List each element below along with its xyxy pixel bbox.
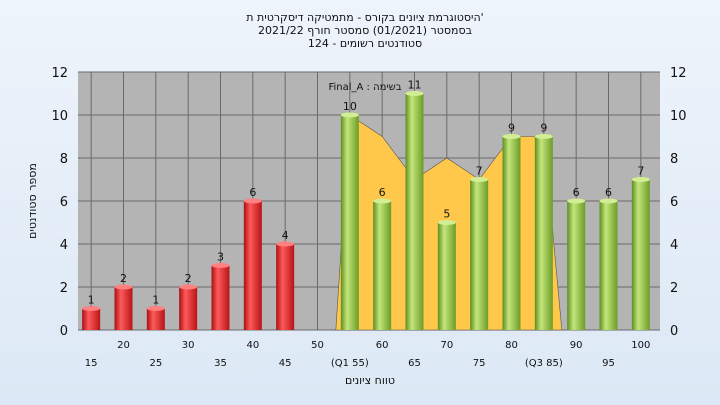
- bar-series: 1 2 1 2 3 6 4 10 6 11 5 7 9 9 6 6 7: [82, 79, 650, 330]
- y-tick-left: 8: [60, 152, 68, 167]
- y-tick-left: 0: [60, 324, 68, 339]
- bar-value-label: 6: [249, 186, 256, 199]
- y-tick-right: 2: [670, 281, 678, 296]
- bar-cap: [437, 220, 456, 225]
- bar-value-label: 9: [508, 122, 515, 135]
- x-tick-label: 50: [311, 340, 324, 351]
- x-tick-label: 45: [279, 358, 292, 369]
- x-tick-label: 15: [85, 358, 98, 369]
- bar-value-label: 1: [88, 294, 95, 307]
- x-tick-label: 80: [505, 340, 518, 351]
- bar: [470, 179, 489, 330]
- bar: [534, 136, 553, 330]
- bar: [373, 201, 392, 330]
- bar-cap: [82, 306, 101, 311]
- x-tick-label: 75: [473, 358, 486, 369]
- bar-value-label: 7: [637, 165, 644, 178]
- bar: [340, 115, 359, 330]
- bar-value-label: 4: [282, 229, 289, 242]
- bar: [599, 201, 618, 330]
- bar-value-label: 10: [343, 100, 357, 113]
- bar-cap: [340, 112, 359, 118]
- bar-value-label: 5: [443, 208, 450, 221]
- x-tick-label: 40: [246, 340, 259, 351]
- y-tick-right: 10: [670, 109, 687, 124]
- bar-value-label: 11: [408, 79, 422, 92]
- bar-cap: [146, 306, 165, 311]
- y-tick-left: 4: [60, 238, 68, 253]
- x-tick-label: (Q1 55): [331, 358, 369, 369]
- bar-cap: [631, 177, 650, 182]
- bar: [631, 179, 650, 330]
- chart-title-line-1: היסטוגרמת ציונים בקורס - מתמטיקה דיסקרטי…: [246, 11, 483, 24]
- x-tick-label: 90: [570, 340, 583, 351]
- bar: [179, 287, 198, 330]
- y-tick-right: 6: [670, 195, 678, 210]
- bar: [211, 265, 230, 330]
- x-axis-label: טווח ציונים: [345, 374, 395, 387]
- bar: [405, 93, 424, 330]
- bar-cap: [114, 284, 133, 290]
- y-tick-right: 4: [670, 238, 678, 253]
- x-tick-label: 65: [408, 358, 421, 369]
- y-tick-left: 12: [51, 66, 68, 81]
- chart-title-line-2: בסמסטר (01/2021) סמסטר חורף 2021/22: [258, 24, 472, 37]
- y-tick-left: 2: [60, 281, 68, 296]
- x-tick-label: 25: [149, 358, 162, 369]
- bar-cap: [405, 91, 424, 96]
- bar: [114, 287, 133, 330]
- bar: [146, 308, 165, 330]
- bar-cap: [211, 263, 230, 268]
- x-tick-label: 100: [631, 340, 650, 351]
- y-tick-right: 8: [670, 152, 678, 167]
- bar-cap: [534, 134, 553, 139]
- y-tick-right: 0: [670, 324, 678, 339]
- chart-title-line-3: סטודנטים רשומים - 124: [308, 37, 422, 50]
- bar-value-label: 2: [120, 272, 127, 285]
- x-tick-label: 70: [440, 340, 453, 351]
- bar-cap: [502, 134, 521, 139]
- bar-value-label: 7: [476, 165, 483, 178]
- bar-value-label: 3: [217, 251, 224, 264]
- y-tick-left: 6: [60, 195, 68, 210]
- x-tick-label: 35: [214, 358, 227, 369]
- y-axis-label: מספר סטודנטים: [26, 163, 39, 239]
- bar: [437, 222, 456, 330]
- bar-cap: [276, 241, 295, 247]
- bar-cap: [179, 284, 198, 290]
- final-annotation: בשימה : Final_A: [328, 82, 401, 93]
- bar: [567, 201, 586, 330]
- x-tick-label: 30: [182, 340, 195, 351]
- x-tick-label: 60: [376, 340, 389, 351]
- bar-value-label: 6: [605, 186, 612, 199]
- bar-cap: [599, 198, 618, 204]
- bar-cap: [243, 198, 262, 204]
- x-tick-label: (Q3 85): [525, 358, 563, 369]
- bar: [276, 244, 295, 330]
- bar-cap: [470, 177, 489, 182]
- bar: [243, 201, 262, 330]
- y-tick-left: 10: [51, 109, 68, 124]
- bar-value-label: 6: [379, 186, 386, 199]
- bar: [82, 308, 101, 330]
- x-tick-label: 20: [117, 340, 130, 351]
- bar-value-label: 9: [540, 122, 547, 135]
- bar-cap: [567, 198, 586, 204]
- bar-value-label: 2: [185, 272, 192, 285]
- bar-cap: [373, 198, 392, 204]
- bar: [502, 136, 521, 330]
- x-tick-label: 95: [602, 358, 615, 369]
- bar-value-label: 1: [152, 294, 159, 307]
- bar-value-label: 6: [573, 186, 580, 199]
- y-tick-right: 12: [670, 66, 687, 81]
